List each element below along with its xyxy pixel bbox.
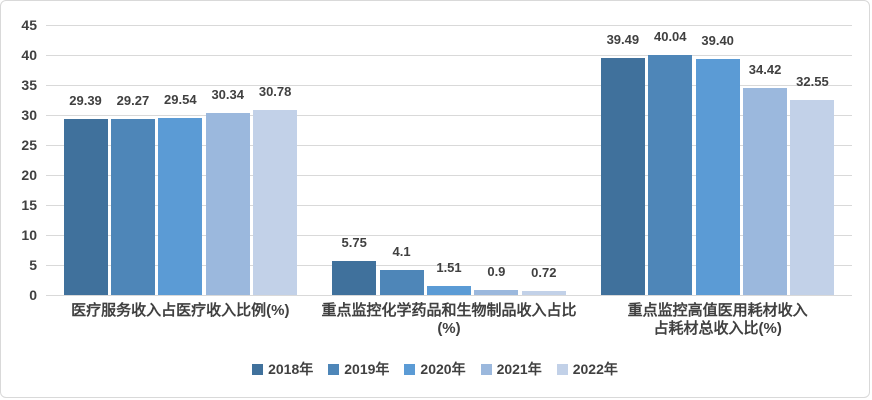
legend-item: 2019年 <box>328 362 389 376</box>
bar <box>743 88 788 295</box>
bar <box>63 118 108 295</box>
y-axis-tick-label: 40 <box>21 47 37 63</box>
legend-item: 2018年 <box>252 362 313 376</box>
bar <box>110 119 155 295</box>
bar-value-label: 4.1 <box>392 244 411 260</box>
y-axis-tick-label: 45 <box>21 17 37 33</box>
bar <box>600 58 645 295</box>
legend-swatch-icon <box>328 363 340 375</box>
gridline <box>46 54 852 56</box>
x-axis-category-label-line: (%) <box>437 320 461 337</box>
bar <box>158 117 203 295</box>
bar <box>521 290 566 295</box>
gridline <box>46 114 852 116</box>
legend-item: 2021年 <box>480 361 542 377</box>
x-axis-category-label: 重点监控高值医用耗材收入 占耗材总收入比(%) <box>583 302 852 338</box>
x-axis-category-label-line: 占耗材总收入比(%) <box>653 320 782 337</box>
bar-value-label: 5.75 <box>341 234 367 250</box>
gridline <box>46 144 852 146</box>
legend-item: 2022年 <box>556 361 618 377</box>
bar-value-label: 29.39 <box>69 92 102 108</box>
legend-swatch-icon <box>404 363 416 375</box>
bar <box>253 110 298 295</box>
y-axis-tick-label: 5 <box>29 257 37 273</box>
bar <box>427 285 471 295</box>
legend-item: 2020年 <box>404 361 466 377</box>
legend-label: 2018年 <box>268 361 314 377</box>
legend-label: 2022年 <box>572 361 618 377</box>
bar <box>695 58 740 295</box>
x-axis-category-label: 重点监控化学药品和生物制品收入占比 (%) <box>315 302 584 338</box>
x-axis-category-label: 医疗服务收入占医疗收入比例(%) <box>46 302 315 320</box>
y-axis-tick-label: 10 <box>21 227 37 243</box>
legend-label: 2021年 <box>496 361 542 377</box>
legend-label: 2020年 <box>420 361 466 377</box>
gridline <box>46 204 852 206</box>
gridline <box>46 174 852 176</box>
bar <box>332 260 377 295</box>
x-axis-category-label-line: 医疗服务收入占医疗收入比例(%) <box>71 302 290 319</box>
y-axis-tick-label: 25 <box>21 137 37 153</box>
bar <box>648 54 693 295</box>
bar-value-label: 0.9 <box>487 263 506 279</box>
legend-swatch-icon <box>480 363 492 375</box>
x-axis-category-label-line: 重点监控高值医用耗材收入 <box>627 302 808 319</box>
y-axis-tick-label: 30 <box>21 107 37 123</box>
gridline <box>46 24 852 26</box>
legend-swatch-icon <box>252 363 264 375</box>
y-axis-tick-label: 15 <box>21 197 37 213</box>
legend-swatch-icon <box>556 363 568 375</box>
bar-value-label: 34.42 <box>748 62 782 78</box>
bar <box>205 112 250 295</box>
gridline <box>46 264 852 266</box>
bar-value-label: 29.27 <box>116 93 150 109</box>
y-axis-tick-label: 20 <box>21 167 37 183</box>
bar-value-label: 32.55 <box>796 73 829 89</box>
gridline <box>46 294 852 296</box>
bar-value-label: 0.72 <box>531 264 557 280</box>
bar-value-label: 40.04 <box>653 28 687 44</box>
y-axis-tick-label: 35 <box>21 77 37 93</box>
bar-value-label: 30.78 <box>258 84 292 100</box>
y-axis-tick-label: 0 <box>29 287 37 303</box>
bar-value-label: 39.40 <box>701 32 734 48</box>
bar-value-label: 30.34 <box>211 86 244 102</box>
bar <box>790 99 835 295</box>
gridline <box>46 234 852 236</box>
x-axis-category-label-line: 重点监控化学药品和生物制品收入占比 <box>321 302 577 319</box>
legend: 2018年 2019年 2020年 2021年 2022年 <box>1 362 869 376</box>
bar-value-label: 1.51 <box>436 259 462 275</box>
bar-value-label: 39.49 <box>606 32 640 48</box>
legend-label: 2019年 <box>344 361 390 377</box>
gridline <box>46 84 852 86</box>
bar-value-label: 29.54 <box>164 91 197 107</box>
bar <box>379 270 424 295</box>
bar <box>474 289 519 295</box>
